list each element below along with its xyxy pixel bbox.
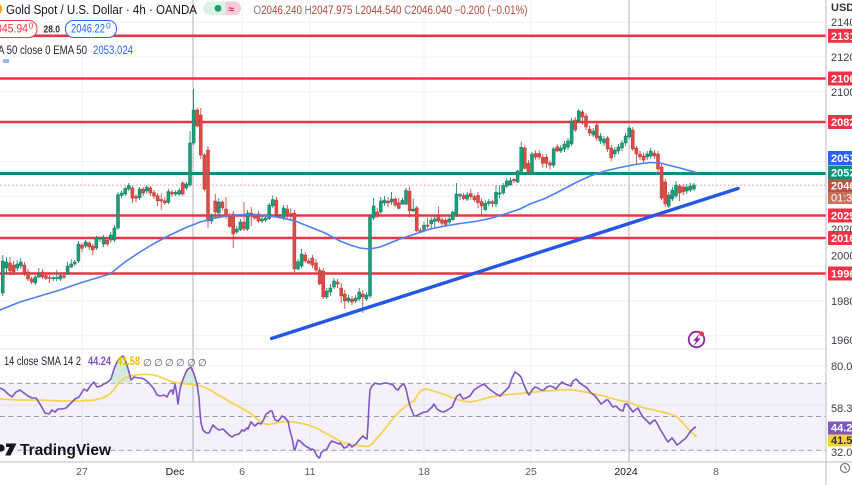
svg-text:18: 18 — [418, 466, 430, 478]
svg-text:TradingView: TradingView — [20, 442, 112, 459]
svg-text:∅: ∅ — [154, 358, 163, 369]
svg-text:1980: 1980 — [831, 296, 852, 308]
svg-text:8: 8 — [713, 466, 719, 478]
svg-text:∅: ∅ — [143, 358, 152, 369]
svg-text:2131: 2131 — [831, 31, 852, 43]
svg-text:2046.22: 2046.22 — [71, 24, 105, 36]
svg-text:∅: ∅ — [187, 358, 196, 369]
svg-text:2120: 2120 — [831, 52, 852, 64]
svg-text:Dec: Dec — [166, 466, 185, 478]
svg-text:2053.024: 2053.024 — [93, 45, 134, 57]
svg-text:2140: 2140 — [831, 17, 852, 29]
svg-text:∅: ∅ — [176, 358, 185, 369]
svg-text:2016: 2016 — [831, 233, 852, 245]
svg-text:6: 6 — [239, 466, 245, 478]
svg-text:2100: 2100 — [831, 87, 852, 99]
svg-text:2029: 2029 — [831, 211, 852, 223]
svg-text:41.58: 41.58 — [117, 356, 140, 368]
svg-text:2106: 2106 — [831, 74, 852, 86]
svg-text:28.0: 28.0 — [44, 24, 61, 36]
svg-text:0: 0 — [29, 21, 34, 31]
svg-text:14 close SMA 14 2: 14 close SMA 14 2 — [4, 356, 81, 368]
svg-text:32.05: 32.05 — [831, 447, 852, 459]
svg-text:A 50 close 0 EMA 50: A 50 close 0 EMA 50 — [0, 45, 87, 57]
svg-text:2024: 2024 — [614, 466, 638, 478]
svg-text:44.24: 44.24 — [831, 423, 852, 435]
svg-text:1960: 1960 — [831, 335, 852, 347]
svg-text:44.24: 44.24 — [88, 356, 111, 368]
svg-text:80.00: 80.00 — [831, 361, 852, 373]
svg-text:01:31: 01:31 — [831, 193, 852, 205]
svg-text:2053: 2053 — [831, 153, 852, 165]
svg-text:41.58: 41.58 — [831, 435, 852, 447]
svg-text:2046: 2046 — [831, 181, 852, 193]
svg-text:∅: ∅ — [165, 358, 174, 369]
svg-text:Gold Spot / U.S. Dollar · 4h ·: Gold Spot / U.S. Dollar · 4h · OANDA — [6, 2, 197, 17]
svg-text:∅: ∅ — [198, 358, 207, 369]
svg-text:25: 25 — [525, 466, 537, 478]
svg-text:045.94: 045.94 — [0, 24, 29, 36]
svg-text:2000: 2000 — [831, 251, 852, 263]
svg-text:USD: USD — [831, 2, 852, 14]
svg-text:0: 0 — [106, 21, 111, 31]
svg-text:1996: 1996 — [831, 269, 852, 281]
svg-text:58.35: 58.35 — [831, 403, 852, 415]
svg-text:O2046.240 H2047.975 L2044.540: O2046.240 H2047.975 L2044.540 C2046.040 … — [254, 5, 528, 17]
svg-text:11: 11 — [305, 466, 316, 478]
svg-text:≈: ≈ — [229, 5, 235, 16]
svg-text:27: 27 — [76, 466, 88, 478]
